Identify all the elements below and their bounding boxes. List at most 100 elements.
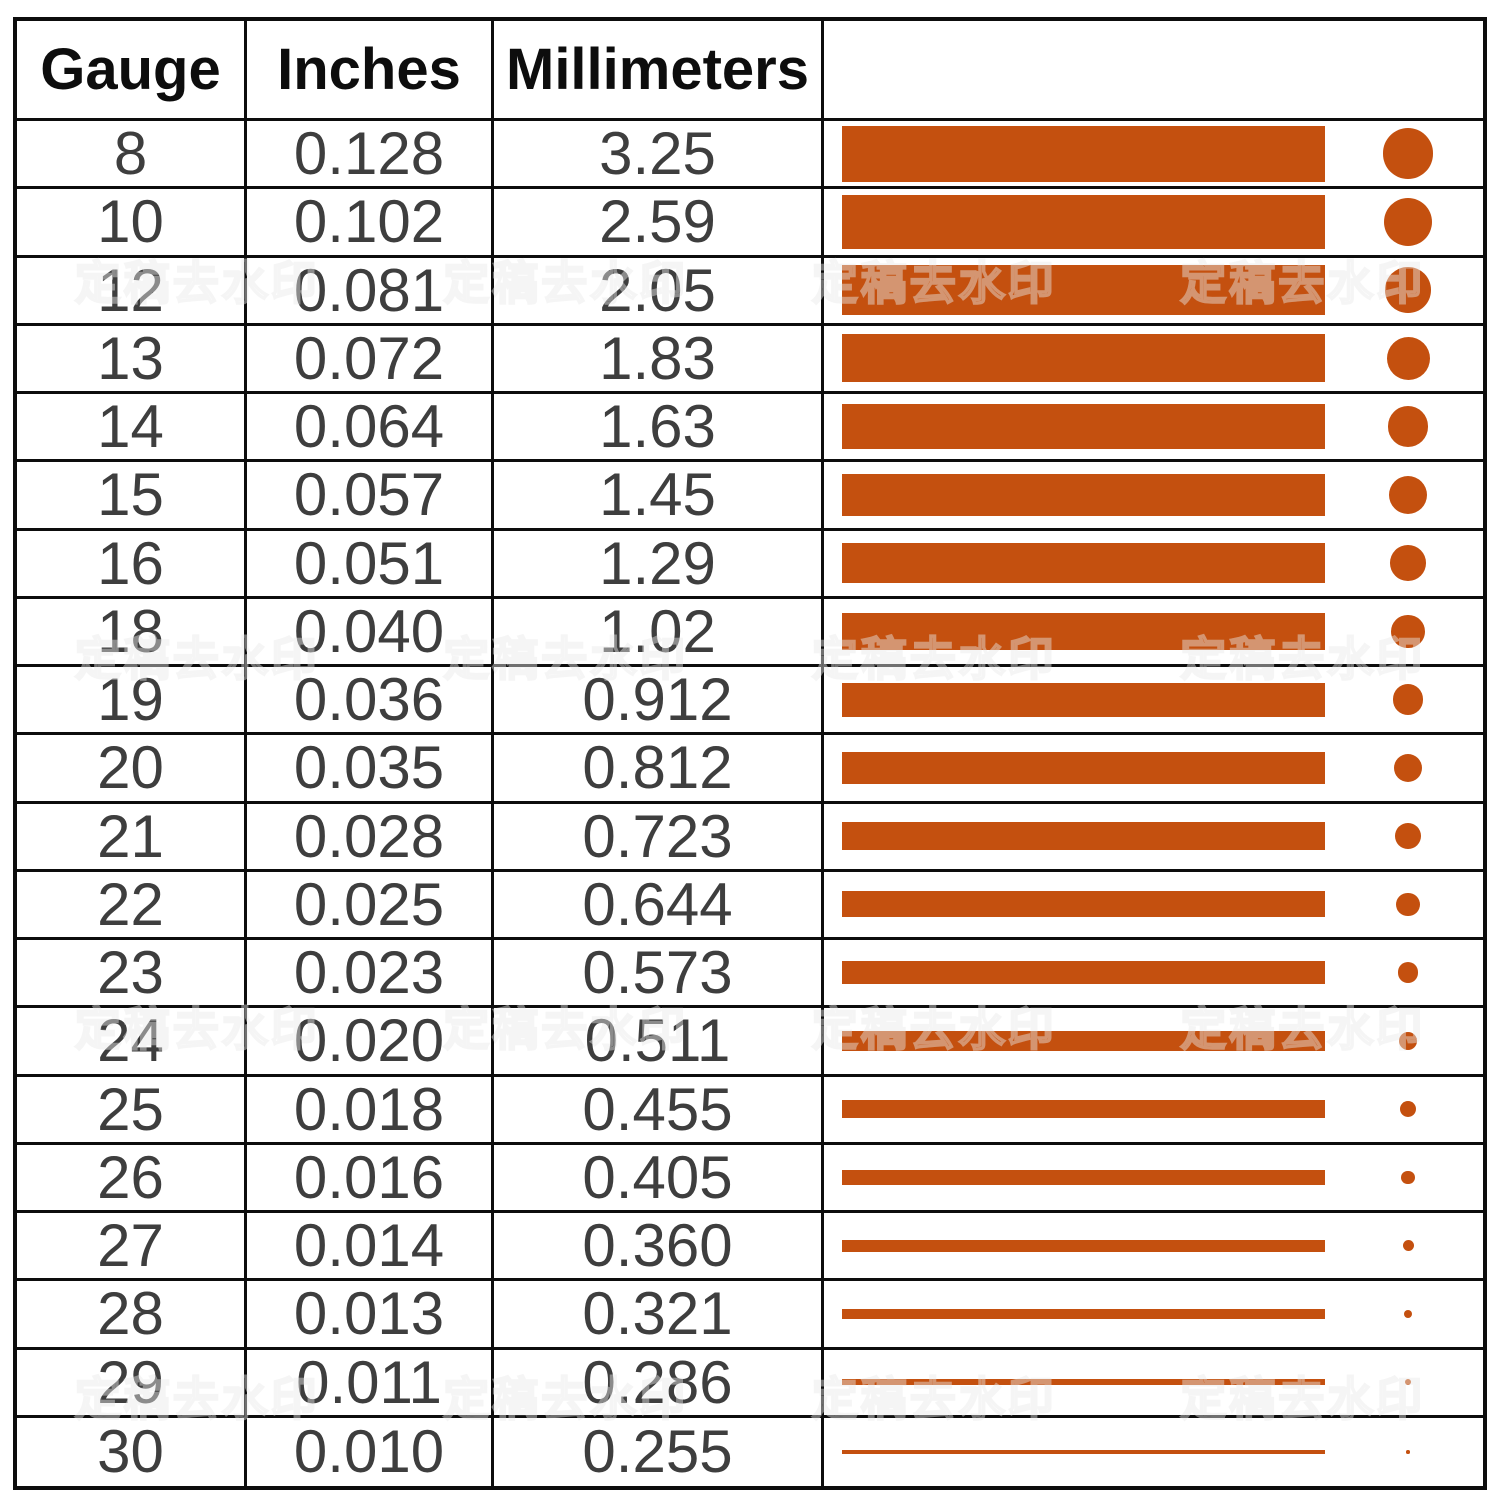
millimeters-cell: 1.45	[494, 462, 824, 531]
dot-box	[1333, 872, 1483, 937]
column-header-inches: Inches	[247, 21, 494, 121]
inches-cell: 0.128	[247, 121, 494, 190]
visual-cell	[824, 531, 1483, 599]
gauge-cell: 28	[17, 1281, 247, 1350]
inches-cell: 0.016	[247, 1144, 494, 1213]
visual-cell	[824, 667, 1483, 736]
millimeters-cell: 1.02	[494, 598, 824, 667]
gauge-cell: 27	[17, 1213, 247, 1282]
dot-box	[1333, 1281, 1483, 1346]
wire-cross-section-dot	[1391, 614, 1425, 648]
wire-cross-section-dot	[1402, 1240, 1414, 1252]
gauge-cell: 23	[17, 940, 247, 1009]
wire-thickness-bar	[842, 1309, 1325, 1319]
dot-box	[1333, 462, 1483, 527]
millimeters-cell: 1.83	[494, 325, 824, 394]
wire-cross-section-dot	[1396, 892, 1420, 917]
millimeters-cell: 0.255	[494, 1417, 824, 1486]
wire-thickness-bar	[842, 1239, 1325, 1252]
gauge-cell: 20	[17, 735, 247, 804]
inches-cell: 0.081	[247, 257, 494, 326]
visual-cell	[824, 1008, 1483, 1077]
column-header-millimeters: Millimeters	[494, 21, 824, 121]
gauge-cell: 15	[17, 462, 247, 531]
column-header-visual	[824, 21, 1483, 121]
gauge-cell: 29	[17, 1349, 247, 1418]
visual-cell	[824, 1281, 1483, 1350]
wire-thickness-bar	[842, 125, 1325, 182]
dot-box	[1333, 121, 1483, 186]
gauge-table: Gauge Inches Millimeters 8 0.128 3.25 10…	[13, 17, 1487, 1490]
gauge-cell: 16	[17, 530, 247, 599]
millimeters-cell: 0.912	[494, 667, 824, 736]
gauge-cell: 21	[17, 803, 247, 872]
visual-cell	[824, 735, 1483, 804]
dot-box	[1333, 1350, 1483, 1415]
inches-cell: 0.035	[247, 735, 494, 804]
dot-box	[1333, 1145, 1483, 1210]
wire-thickness-bar	[842, 752, 1325, 784]
wire-thickness-bar	[842, 334, 1325, 383]
millimeters-cell: 2.59	[494, 189, 824, 258]
inches-cell: 0.018	[247, 1076, 494, 1145]
visual-cell	[824, 1145, 1483, 1213]
wire-thickness-bar	[842, 682, 1325, 717]
gauge-cell: 30	[17, 1417, 247, 1486]
dot-box	[1333, 326, 1483, 391]
wire-thickness-bar	[842, 1030, 1325, 1052]
inches-cell: 0.072	[247, 325, 494, 394]
millimeters-cell: 0.573	[494, 940, 824, 1009]
inches-cell: 0.025	[247, 871, 494, 940]
dot-box	[1333, 667, 1483, 732]
wire-cross-section-dot	[1384, 197, 1432, 246]
wire-thickness-bar	[842, 1169, 1325, 1185]
millimeters-cell: 0.286	[494, 1349, 824, 1418]
millimeters-cell: 1.29	[494, 530, 824, 599]
millimeters-cell: 0.405	[494, 1144, 824, 1213]
inches-cell: 0.036	[247, 667, 494, 736]
dot-box	[1333, 394, 1483, 459]
inches-cell: 0.014	[247, 1213, 494, 1282]
inches-cell: 0.040	[247, 598, 494, 667]
inches-cell: 0.020	[247, 1008, 494, 1077]
millimeters-cell: 3.25	[494, 121, 824, 190]
wire-cross-section-dot	[1392, 684, 1424, 715]
dot-box	[1333, 1008, 1483, 1073]
gauge-cell: 13	[17, 325, 247, 394]
inches-cell: 0.064	[247, 394, 494, 463]
visual-cell	[824, 121, 1483, 190]
gauge-cell: 24	[17, 1008, 247, 1077]
millimeters-cell: 0.723	[494, 803, 824, 872]
gauge-cell: 19	[17, 667, 247, 736]
gauge-cell: 22	[17, 871, 247, 940]
gauge-cell: 8	[17, 121, 247, 190]
wire-cross-section-dot	[1401, 1170, 1415, 1185]
millimeters-cell: 0.644	[494, 871, 824, 940]
wire-thickness-bar	[842, 612, 1325, 650]
visual-cell	[824, 804, 1483, 872]
wire-cross-section-dot	[1385, 267, 1431, 313]
wire-thickness-bar	[842, 821, 1325, 851]
column-header-gauge-label: Gauge	[40, 37, 221, 102]
dot-box	[1333, 804, 1483, 869]
millimeters-cell: 0.455	[494, 1076, 824, 1145]
wire-cross-section-dot	[1404, 1379, 1412, 1386]
gauge-cell: 12	[17, 257, 247, 326]
column-header-inches-label: Inches	[277, 37, 461, 102]
dot-box	[1333, 258, 1483, 323]
dot-box	[1333, 189, 1483, 254]
millimeters-cell: 0.360	[494, 1213, 824, 1282]
visual-cell	[824, 1077, 1483, 1145]
inches-cell: 0.023	[247, 940, 494, 1009]
gauge-cell: 26	[17, 1144, 247, 1213]
wire-thickness-bar	[842, 195, 1325, 249]
dot-box	[1333, 1077, 1483, 1142]
dot-box	[1333, 735, 1483, 800]
dot-box	[1333, 1213, 1483, 1278]
gauge-cell: 10	[17, 189, 247, 258]
wire-thickness-bar	[842, 1378, 1325, 1386]
visual-cell	[824, 1418, 1483, 1486]
inches-cell: 0.057	[247, 462, 494, 531]
gauge-cell: 14	[17, 394, 247, 463]
